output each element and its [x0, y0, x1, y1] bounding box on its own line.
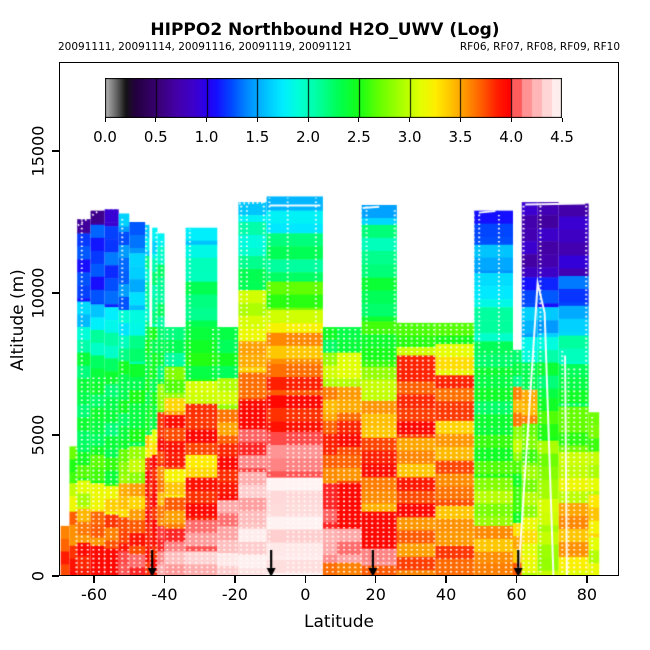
- x-tick-label: 80: [576, 585, 598, 604]
- colorbar-tick-label: 4.0: [499, 128, 524, 146]
- y-tick-mark: [52, 150, 59, 152]
- x-tick-mark: [93, 576, 95, 583]
- x-tick-label: 20: [365, 585, 386, 604]
- colorbar-tick-mark: [256, 118, 258, 122]
- colorbar-tick-label: 1.5: [245, 128, 270, 146]
- y-tick-mark: [52, 292, 59, 294]
- subtitle-flight-dates: 20091111, 20091114, 20091116, 20091119, …: [58, 41, 352, 53]
- chart-title: HIPPO2 Northbound H2O_UWV (Log): [150, 20, 500, 40]
- x-tick-label: 60: [506, 585, 527, 604]
- colorbar-tick-label: 2.5: [346, 128, 371, 146]
- y-tick-mark: [52, 575, 59, 577]
- colorbar-tick-label: 3.5: [448, 128, 473, 146]
- colorbar-tick-mark: [459, 118, 461, 122]
- colorbar-tick-mark: [510, 118, 512, 122]
- colorbar-tick-mark: [155, 118, 157, 122]
- x-tick-mark: [515, 576, 518, 583]
- y-tick-label: 10000: [28, 267, 48, 319]
- y-tick-label: 0: [28, 570, 48, 582]
- x-tick-label: 0: [300, 585, 311, 604]
- colorbar-tick-label: 2.0: [296, 128, 321, 146]
- colorbar-tick-label: 1.0: [194, 128, 219, 146]
- colorbar-tick-mark: [104, 118, 106, 122]
- x-tick-mark: [304, 576, 307, 583]
- x-tick-mark: [234, 576, 236, 583]
- x-tick-label: -20: [221, 585, 248, 604]
- colorbar: [105, 78, 562, 118]
- x-tick-mark: [445, 576, 447, 583]
- x-tick-mark: [374, 576, 377, 583]
- colorbar-tick-mark: [561, 118, 563, 122]
- y-tick-label: 5000: [28, 414, 48, 456]
- y-tick-label: 15000: [28, 125, 48, 177]
- colorbar-tick-label: 3.0: [397, 128, 422, 146]
- x-tick-label: 40: [435, 585, 457, 604]
- x-tick-mark: [586, 576, 588, 583]
- heatmap-canvas: [60, 63, 619, 576]
- colorbar-tick-mark: [206, 118, 208, 122]
- subtitle-flight-ids: RF06, RF07, RF08, RF09, RF10: [459, 41, 620, 53]
- colorbar-tick-mark: [409, 118, 411, 122]
- x-tick-mark: [163, 576, 166, 583]
- x-tick-label: -40: [151, 585, 178, 604]
- y-tick-mark: [52, 434, 59, 436]
- x-axis-label: Latitude: [304, 612, 374, 632]
- colorbar-tick-label: 0.0: [93, 128, 117, 146]
- colorbar-tick-label: 0.5: [143, 128, 168, 146]
- colorbar-tick-mark: [358, 118, 360, 122]
- colorbar-tick-mark: [307, 118, 309, 122]
- x-tick-label: -60: [81, 585, 108, 604]
- y-axis-label: Altitude (m): [8, 269, 28, 371]
- colorbar-tick-label: 4.5: [550, 128, 574, 146]
